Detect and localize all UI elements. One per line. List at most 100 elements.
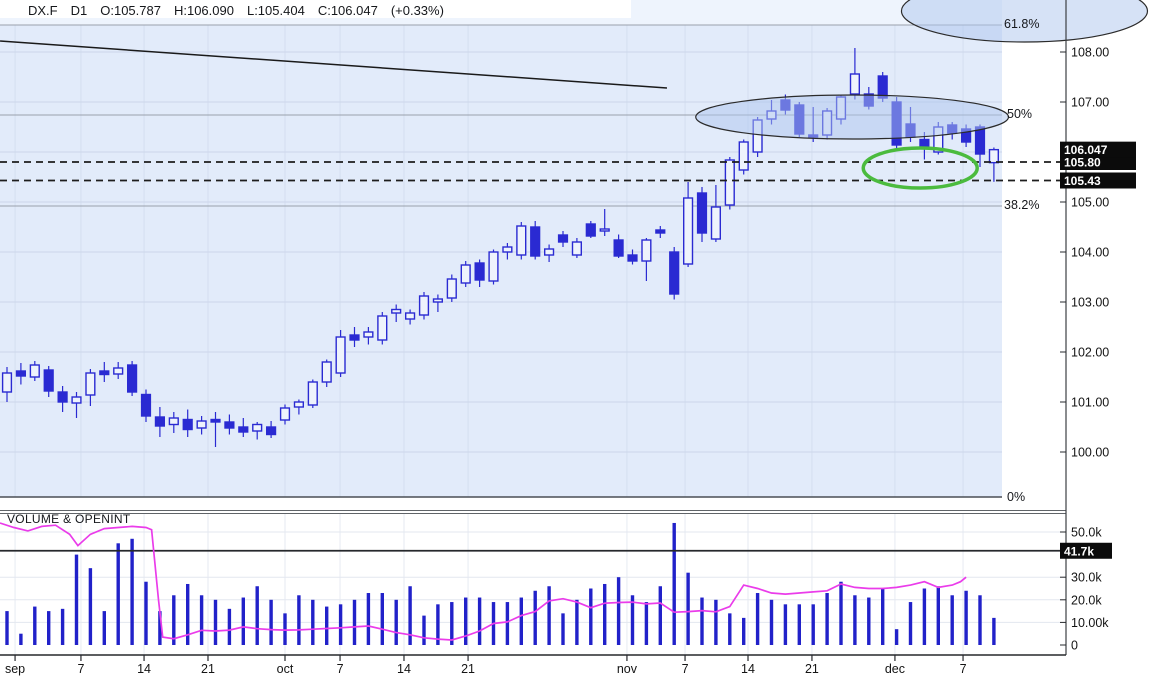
volume-bar: [33, 606, 37, 645]
time-tick-label: nov: [617, 662, 638, 676]
volume-bar: [130, 538, 134, 645]
volume-bar: [213, 599, 218, 645]
price-tick-label: 103.00: [1071, 296, 1109, 310]
volume-bar: [616, 577, 621, 645]
volume-bar: [964, 590, 968, 645]
candle-up: [488, 251, 499, 282]
vertical-gridlines: [14, 25, 964, 655]
fib-label-618: 61.8%: [1004, 17, 1040, 31]
candle-up: [988, 148, 1000, 164]
price-axis[interactable]: 108.00 107.00 105.00 104.00 103.00 102.00 101.…: [1060, 46, 1109, 460]
time-tick-label: 7: [337, 662, 344, 676]
candle-up: [252, 423, 263, 432]
volume-bar: [436, 604, 440, 645]
volume-bar: [47, 611, 51, 645]
fib-label-382: 38.2%: [1004, 198, 1040, 212]
chart-background: [0, 0, 1002, 497]
candle-down: [57, 391, 68, 403]
volume-bar: [450, 602, 454, 645]
volume-bar: [283, 613, 287, 645]
open-interest-line[interactable]: [0, 522, 967, 641]
symbol-label: DX.F: [28, 3, 58, 18]
candle-down: [877, 75, 888, 99]
candle-up: [432, 298, 444, 303]
candle-down: [182, 418, 193, 431]
volume-tick-label: 30.0k: [1071, 571, 1102, 585]
volume-bar: [853, 595, 857, 645]
volume-bar: [630, 595, 635, 645]
volume-bar: [728, 613, 732, 645]
volume-bar: [825, 593, 829, 645]
volume-bar: [575, 599, 579, 645]
candle-down: [126, 364, 138, 393]
price-tick-label: 104.00: [1071, 246, 1109, 260]
volume-bar: [60, 608, 65, 645]
time-axis[interactable]: sep 7 14 21 oct 7 14 21 nov 7 14 21 dec 7: [5, 655, 967, 676]
candle-up: [544, 248, 555, 256]
open-interest-tag: 41.7k: [1060, 542, 1112, 559]
green-ellipse-annotation[interactable]: [861, 146, 979, 190]
candle-up: [196, 420, 207, 429]
candle-down: [474, 262, 485, 281]
volume-panel-title: VOLUME & OPENINT: [7, 512, 131, 526]
time-tick-label: 7: [77, 662, 84, 676]
low-value: L:105.404: [246, 3, 305, 18]
volume-bar: [908, 602, 913, 645]
candle-down: [627, 254, 638, 262]
volume-tick-label: 50.0k: [1071, 526, 1102, 540]
volume-bar: [644, 602, 649, 645]
candle-up: [391, 308, 402, 314]
price-tick-label: 107.00: [1071, 96, 1109, 110]
candle-up: [683, 197, 694, 265]
ellipse-annotations[interactable]: [695, 0, 1149, 140]
candle-down: [919, 138, 930, 147]
time-tick-label: oct: [277, 662, 294, 676]
volume-bar: [227, 608, 232, 645]
volume-bar: [547, 586, 551, 645]
price-tick-label: 101.00: [1071, 396, 1109, 410]
candle-down: [655, 229, 666, 234]
volume-bar: [311, 599, 315, 645]
price-gridlines: [0, 51, 1002, 453]
time-tick-label: 21: [201, 662, 215, 676]
dashed-price-levels[interactable]: [0, 161, 1066, 182]
candle-up: [460, 264, 471, 284]
candle-up: [293, 401, 305, 408]
candle-up: [321, 361, 332, 383]
price-tick-label: 100.00: [1071, 446, 1109, 460]
volume-bar: [144, 581, 148, 645]
volume-bar: [394, 599, 398, 645]
time-tick-label: 7: [960, 662, 967, 676]
ellipse-annotation-50[interactable]: [695, 94, 1010, 140]
volume-bar: [686, 572, 690, 645]
timeframe-label: D1: [70, 3, 88, 18]
candle-up: [29, 364, 40, 378]
volume-bar: [19, 633, 23, 645]
time-tick-label: dec: [885, 662, 905, 676]
volume-bar: [881, 588, 885, 645]
close-value: C:106.047: [317, 3, 378, 18]
volume-bar: [811, 604, 815, 645]
time-tick-label: 21: [805, 662, 819, 676]
candle-up: [335, 336, 346, 374]
candle-down: [210, 418, 221, 423]
candle-up: [502, 246, 513, 253]
ellipse-annotation-618[interactable]: [900, 0, 1149, 43]
candle-up: [571, 241, 583, 256]
volume-bar: [464, 597, 468, 645]
price-tick-label: 108.00: [1071, 46, 1109, 60]
volume-bar: [269, 599, 273, 645]
volume-bar: [338, 604, 343, 645]
volume-bar: [88, 568, 93, 645]
high-value: H:106.090: [173, 3, 234, 18]
volume-bars[interactable]: [5, 522, 996, 645]
candle-up: [738, 141, 749, 171]
volume-axis[interactable]: 50.0k 30.0k 20.0k 10.00k 0: [1060, 526, 1109, 653]
volume-bar: [477, 597, 482, 645]
volume-bar: [672, 522, 676, 645]
volume-bar: [742, 617, 746, 645]
trendline-annotation[interactable]: [0, 40, 668, 89]
fib-label-50: 50%: [1007, 107, 1033, 121]
price-tag-label: 106.047: [1064, 143, 1108, 157]
